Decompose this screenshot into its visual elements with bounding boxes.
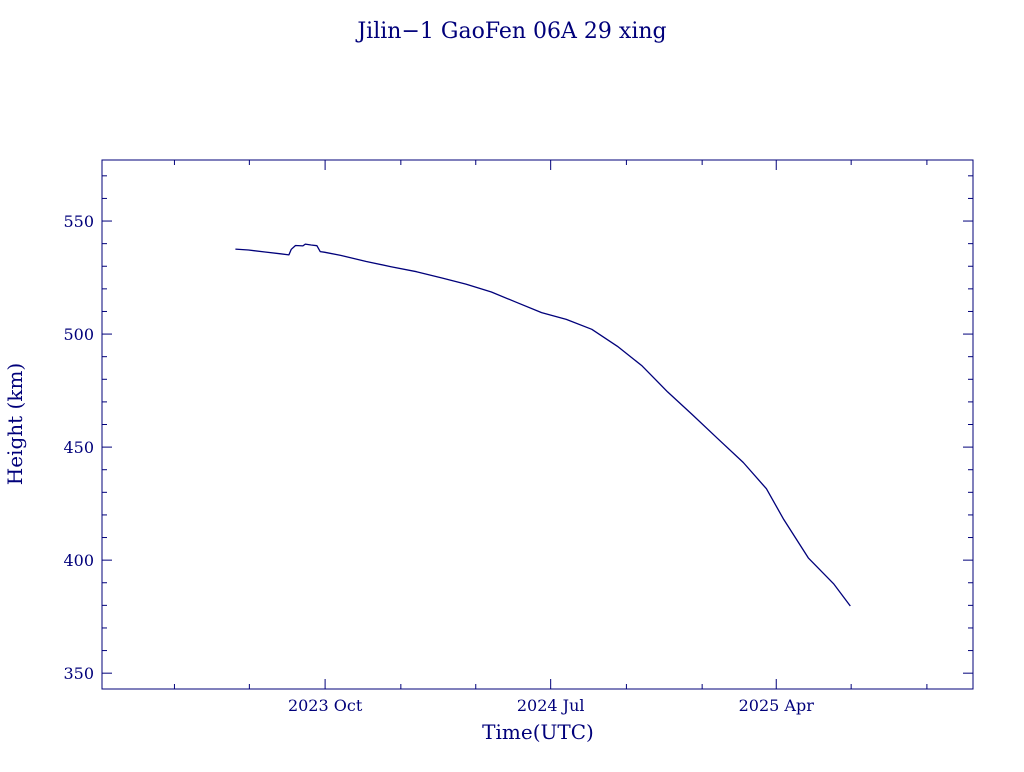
y-tick-label: 350 bbox=[63, 664, 94, 683]
y-tick-label: 400 bbox=[63, 551, 94, 570]
series-layer bbox=[235, 243, 851, 607]
x-tick-label: 2024 Jul bbox=[517, 696, 585, 715]
y-tick-label: 450 bbox=[63, 438, 94, 457]
y-axis-label: Height (km) bbox=[3, 363, 27, 485]
y-tick-label: 550 bbox=[63, 212, 94, 231]
series-line bbox=[235, 243, 851, 607]
x-tick-label: 2025 Apr bbox=[739, 696, 815, 715]
x-axis-ticks: 2023 Oct 2024 Jul 2025 Apr bbox=[173, 160, 928, 715]
x-tick-label: 2023 Oct bbox=[288, 696, 363, 715]
plot-frame bbox=[101, 159, 974, 690]
chart-title: Jilin−1 GaoFen 06A 29 xing bbox=[355, 19, 666, 44]
y-tick-label: 500 bbox=[63, 325, 94, 344]
x-axis-label: Time(UTC) bbox=[482, 720, 594, 744]
y-axis-ticks: 350 400 450 500 550 bbox=[63, 175, 973, 683]
